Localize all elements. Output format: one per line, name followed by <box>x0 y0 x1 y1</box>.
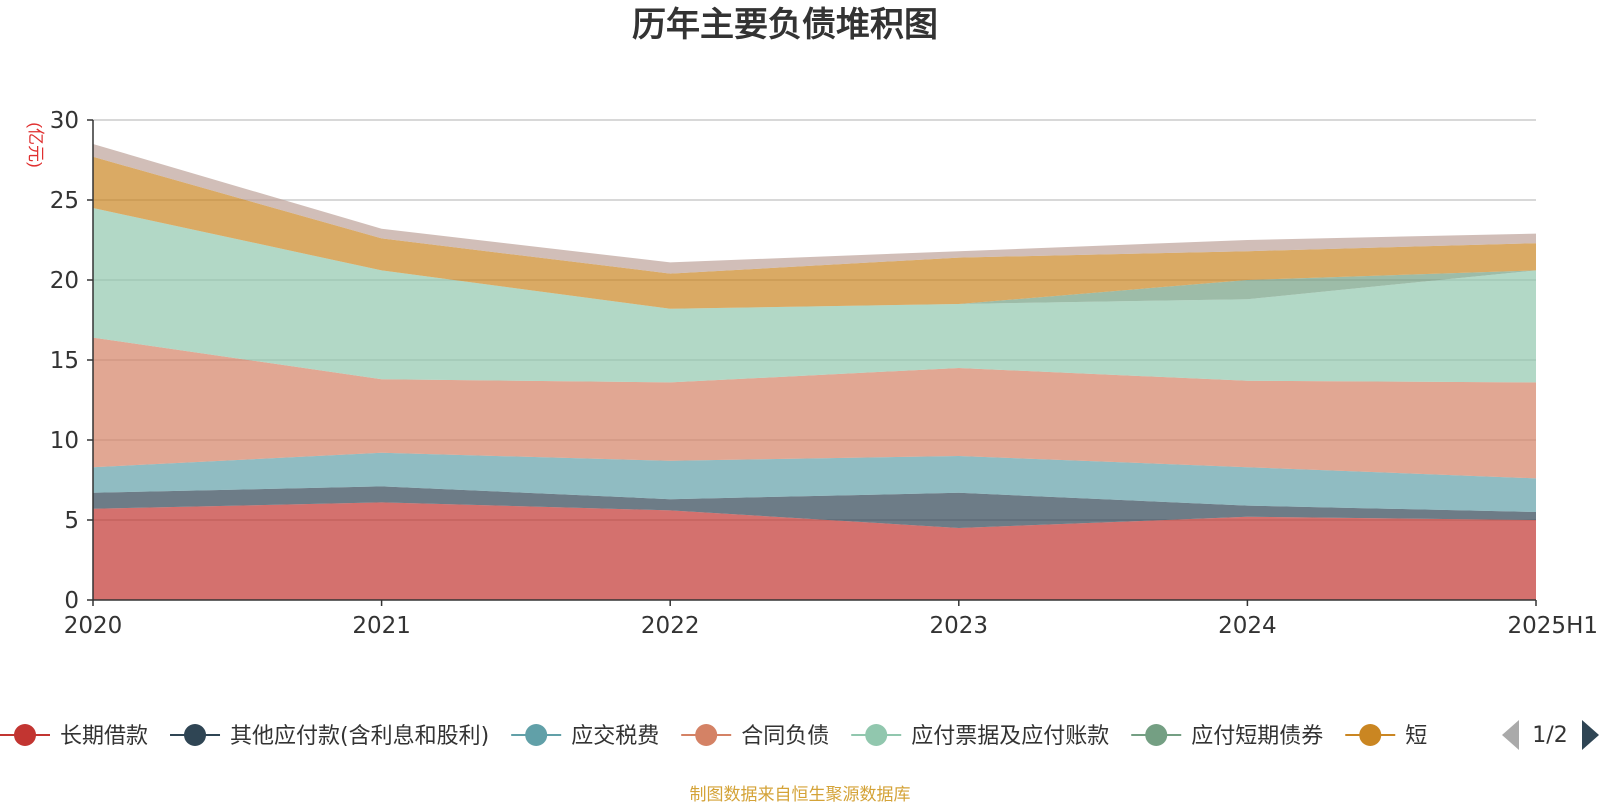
y-tick-label: 30 <box>50 108 79 134</box>
y-tick-label: 0 <box>64 588 79 614</box>
legend-circle-marker <box>695 724 718 746</box>
x-tick-label: 2025H1 <box>1508 613 1598 639</box>
legend-circle-marker <box>14 724 36 746</box>
y-axis-unit-label: (亿元) <box>26 122 45 167</box>
legend-label: 短 <box>1405 724 1427 749</box>
area-series <box>93 208 1536 383</box>
legend-item[interactable]: 其他应付款(含利息和股利) <box>170 724 489 749</box>
y-tick-label: 25 <box>50 188 79 214</box>
legend-label: 应付票据及应付账款 <box>911 724 1109 749</box>
area-series <box>93 144 1536 274</box>
x-tick-label: 2023 <box>930 613 989 639</box>
x-tick-label: 2024 <box>1218 613 1277 639</box>
axes: 0 5 10 15 20 25 30 2020 2021 2022 2023 2024 2025H1 <box>50 108 1598 639</box>
legend-item[interactable]: 长期借款 <box>0 724 148 749</box>
chart-title: 历年主要负债堆积图 <box>632 5 938 45</box>
y-tick-label: 20 <box>50 268 79 294</box>
x-tick-label: 2022 <box>641 613 700 639</box>
legend-circle-marker <box>525 724 548 746</box>
legend-label: 长期借款 <box>60 724 148 749</box>
y-tick-label: 5 <box>64 508 79 534</box>
y-tick-label: 10 <box>50 428 79 454</box>
area-series <box>93 486 1536 528</box>
legend-circle-marker <box>1145 724 1168 746</box>
legend-prev-page-icon[interactable] <box>1502 720 1519 750</box>
legend-item[interactable]: 合同负债 <box>681 724 829 749</box>
legend-circle-marker <box>1359 724 1382 746</box>
legend-label: 应付短期债券 <box>1191 724 1323 749</box>
area-series-group <box>93 144 1536 600</box>
legend-item[interactable]: 短 <box>1345 724 1427 749</box>
legend-label: 应交税费 <box>571 724 659 749</box>
source-note: 制图数据来自恒生聚源数据库 <box>689 785 911 805</box>
legend-item[interactable]: 应付票据及应付账款 <box>851 724 1109 749</box>
legend-item[interactable]: 应付短期债券 <box>1131 724 1323 749</box>
area-series <box>93 452 1536 512</box>
area-series <box>93 502 1536 600</box>
legend-items: 长期借款 其他应付款(含利息和股利) 应交税费 合同负债 应付票据及应付账款 应付短期债券… <box>0 724 1427 749</box>
legend-circle-marker <box>184 724 207 746</box>
legend-item[interactable]: 应交税费 <box>511 724 659 749</box>
area-series <box>93 337 1536 479</box>
x-tick-label: 2021 <box>352 613 411 639</box>
area-series <box>93 156 1536 309</box>
legend-circle-marker <box>865 724 888 746</box>
legend: 长期借款 其他应付款(含利息和股利) 应交税费 合同负债 应付票据及应付账款 应付短期债券… <box>0 724 1427 749</box>
legend-label: 合同负债 <box>741 724 829 749</box>
legend-label: 其他应付款(含利息和股利) <box>230 724 489 749</box>
legend-next-page-icon[interactable] <box>1582 720 1599 750</box>
legend-page-indicator: 1/2 <box>1532 723 1567 748</box>
x-tick-label: 2020 <box>64 613 123 639</box>
legend-pager: 1/2 <box>1502 720 1599 750</box>
y-tick-label: 15 <box>50 348 79 374</box>
